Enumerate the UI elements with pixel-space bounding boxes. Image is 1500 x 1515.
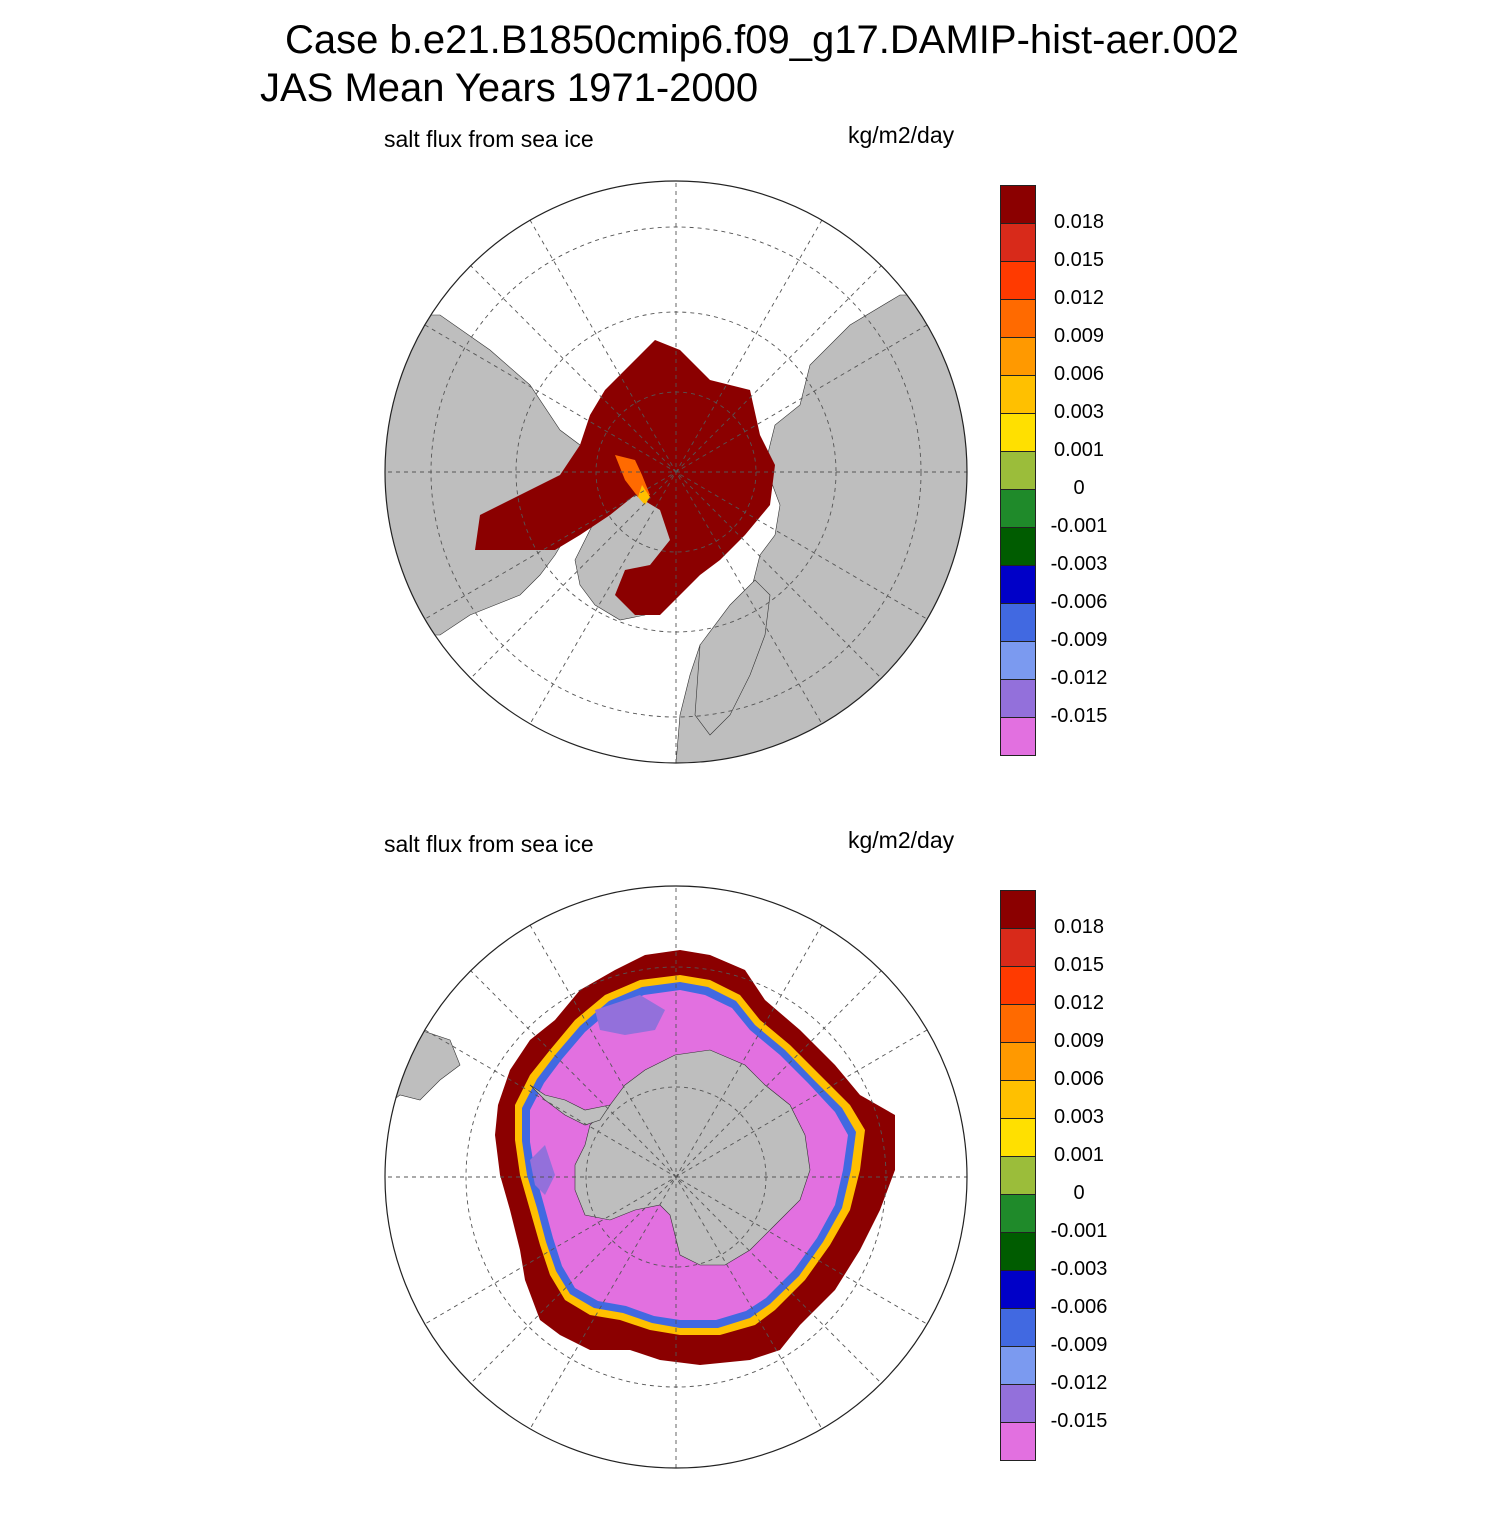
sea-ice-patch-purple-2 bbox=[530, 1145, 555, 1195]
colorbar-swatch bbox=[1000, 1004, 1036, 1042]
colorbar-swatch bbox=[1000, 337, 1036, 375]
colorbar-tick-label: -0.003 bbox=[1050, 553, 1108, 575]
figure-title-period: JAS Mean Years 1971-2000 bbox=[260, 66, 759, 110]
colorbar-swatch bbox=[1000, 1422, 1036, 1461]
colorbar-tick-label: 0.009 bbox=[1053, 325, 1105, 347]
south-polar-map bbox=[384, 885, 968, 1469]
colorbar-swatch bbox=[1000, 1308, 1036, 1346]
colorbar-swatch bbox=[1000, 1384, 1036, 1422]
north-polar-map bbox=[384, 180, 968, 764]
colorbar-tick-label: -0.003 bbox=[1050, 1258, 1108, 1280]
colorbar-swatch bbox=[1000, 928, 1036, 966]
sea-ice-patch-purple bbox=[595, 995, 665, 1035]
colorbar-tick-label: 0.015 bbox=[1053, 249, 1105, 271]
colorbar-swatch bbox=[1000, 261, 1036, 299]
panel-title-north: salt flux from sea ice bbox=[384, 126, 594, 152]
colorbar-swatch bbox=[1000, 679, 1036, 717]
colorbar-tick-label: 0.001 bbox=[1053, 1144, 1105, 1166]
colorbar-swatch bbox=[1000, 1118, 1036, 1156]
colorbar-tick-label: 0.009 bbox=[1053, 1030, 1105, 1052]
colorbar-swatch bbox=[1000, 1270, 1036, 1308]
colorbar-swatch bbox=[1000, 603, 1036, 641]
colorbar-tick-label: -0.009 bbox=[1050, 1334, 1108, 1356]
colorbar-tick-label: -0.009 bbox=[1050, 629, 1108, 651]
colorbar-swatch bbox=[1000, 375, 1036, 413]
colorbar-tick-label: -0.015 bbox=[1050, 1410, 1108, 1432]
sea-ice-edge-north bbox=[615, 455, 650, 497]
colorbar-swatch bbox=[1000, 299, 1036, 337]
colorbar-swatch bbox=[1000, 1232, 1036, 1270]
colorbar-tick-label: -0.001 bbox=[1050, 1220, 1108, 1242]
panel-units-north: kg/m2/day bbox=[848, 122, 955, 148]
colorbar-swatch bbox=[1000, 1194, 1036, 1232]
colorbar-swatch bbox=[1000, 413, 1036, 451]
panel-units-south: kg/m2/day bbox=[848, 827, 955, 853]
colorbar-swatch bbox=[1000, 966, 1036, 1004]
colorbar-tick-label: 0.015 bbox=[1053, 954, 1105, 976]
land-antarctica bbox=[574, 1049, 811, 1266]
colorbar-tick-label: 0.003 bbox=[1053, 401, 1105, 423]
colorbar-tick-label: -0.006 bbox=[1050, 591, 1108, 613]
colorbar-swatch bbox=[1000, 717, 1036, 756]
colorbar-swatch bbox=[1000, 641, 1036, 679]
figure-title-case: Case b.e21.B1850cmip6.f09_g17.DAMIP-hist… bbox=[285, 18, 1239, 62]
land-scandinavia bbox=[694, 579, 771, 736]
colorbar-tick-label: -0.012 bbox=[1050, 667, 1108, 689]
colorbar-tick-label: 0.012 bbox=[1053, 287, 1105, 309]
panel-north: salt flux from sea ice kg/m2/day bbox=[0, 110, 1500, 810]
colorbar-swatch bbox=[1000, 1080, 1036, 1118]
colorbar-tick-label: 0.003 bbox=[1053, 1106, 1105, 1128]
colorbar-tick-label: 0.001 bbox=[1053, 439, 1105, 461]
colorbar-tick-label: -0.006 bbox=[1050, 1296, 1108, 1318]
colorbar-tick-label: 0.018 bbox=[1053, 211, 1105, 233]
colorbar-south bbox=[1000, 890, 1036, 1461]
land-antarctic-peninsula bbox=[529, 1084, 611, 1126]
colorbar-swatch bbox=[1000, 1346, 1036, 1384]
colorbar-tick-label: -0.015 bbox=[1050, 705, 1108, 727]
colorbar-swatch bbox=[1000, 1042, 1036, 1080]
colorbar-swatch bbox=[1000, 185, 1036, 223]
colorbar-north bbox=[1000, 185, 1036, 756]
colorbar-swatch bbox=[1000, 223, 1036, 261]
colorbar-tick-label: -0.012 bbox=[1050, 1372, 1108, 1394]
colorbar-tick-label: 0 bbox=[1073, 477, 1085, 499]
panel-south: salt flux from sea ice kg/m2/day bbox=[0, 815, 1500, 1515]
sea-ice-edge-north-yellow bbox=[638, 485, 650, 505]
colorbar-tick-label: 0.018 bbox=[1053, 916, 1105, 938]
colorbar-tick-label: 0 bbox=[1073, 1182, 1085, 1204]
colorbar-swatch bbox=[1000, 890, 1036, 928]
colorbar-swatch bbox=[1000, 489, 1036, 527]
colorbar-swatch bbox=[1000, 451, 1036, 489]
colorbar-tick-label: 0.006 bbox=[1053, 1068, 1105, 1090]
panel-title-south: salt flux from sea ice bbox=[384, 831, 594, 857]
colorbar-swatch bbox=[1000, 1156, 1036, 1194]
colorbar-tick-label: 0.006 bbox=[1053, 363, 1105, 385]
colorbar-swatch bbox=[1000, 565, 1036, 603]
colorbar-tick-label: -0.001 bbox=[1050, 515, 1108, 537]
colorbar-tick-label: 0.012 bbox=[1053, 992, 1105, 1014]
colorbar-swatch bbox=[1000, 527, 1036, 565]
